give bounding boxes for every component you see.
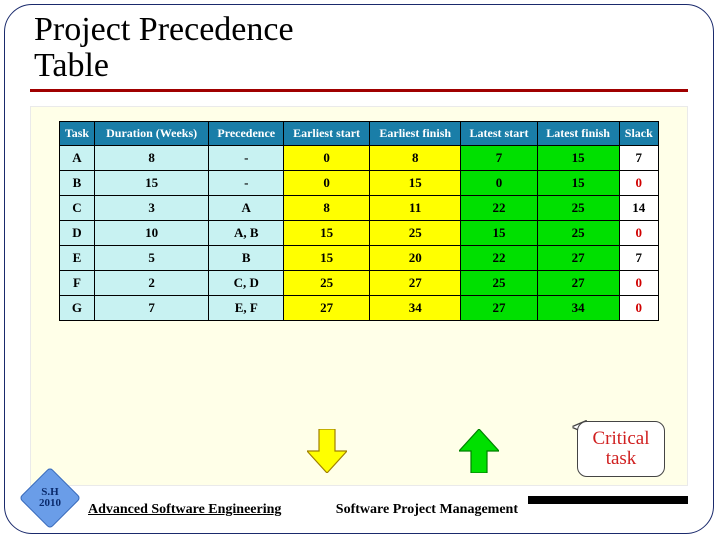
table-cell: 10 [94, 221, 208, 246]
table-row: C3A811222514 [60, 196, 659, 221]
footer-right: Software Project Management [336, 502, 518, 518]
table-cell: 25 [284, 271, 370, 296]
table-cell: 8 [284, 196, 370, 221]
col-header: Slack [619, 122, 658, 146]
table-cell: 0 [619, 221, 658, 246]
table-cell: D [60, 221, 95, 246]
table-cell: 0 [619, 271, 658, 296]
table-row: A8-087157 [60, 146, 659, 171]
table-header-row: TaskDuration (Weeks)PrecedenceEarliest s… [60, 122, 659, 146]
table-cell: 8 [369, 146, 460, 171]
badge-line2: 2010 [39, 497, 61, 509]
table-row: F2C, D252725270 [60, 271, 659, 296]
table-cell: 25 [537, 196, 619, 221]
table-cell: 27 [537, 246, 619, 271]
table-cell: B [60, 171, 95, 196]
table-row: B15-0150150 [60, 171, 659, 196]
green-up-arrow-icon [459, 429, 499, 473]
table-row: D10A, B152515250 [60, 221, 659, 246]
col-header: Task [60, 122, 95, 146]
table-header: TaskDuration (Weeks)PrecedenceEarliest s… [60, 122, 659, 146]
table-cell: 25 [369, 221, 460, 246]
title-rule [30, 89, 688, 92]
slide-footer: S.H 2010 Advanced Software Engineering S… [30, 492, 688, 518]
yellow-down-arrow-icon [307, 429, 347, 473]
table-cell: 0 [619, 296, 658, 321]
table-cell: 8 [94, 146, 208, 171]
table-cell: 22 [461, 196, 537, 221]
table-cell: - [209, 171, 284, 196]
page-title: Project Precedence Table [30, 10, 688, 87]
table-cell: A, B [209, 221, 284, 246]
table-cell: E, F [209, 296, 284, 321]
table-cell: 7 [619, 246, 658, 271]
title-line2: Table [34, 47, 109, 84]
table-cell: 15 [537, 146, 619, 171]
table-cell: 15 [284, 246, 370, 271]
table-cell: 27 [284, 296, 370, 321]
table-cell: 14 [619, 196, 658, 221]
col-header: Duration (Weeks) [94, 122, 208, 146]
table-cell: 5 [94, 246, 208, 271]
table-cell: F [60, 271, 95, 296]
table-cell: 34 [537, 296, 619, 321]
table-cell: 3 [94, 196, 208, 221]
table-cell: B [209, 246, 284, 271]
table-cell: 15 [369, 171, 460, 196]
slide-content: Project Precedence Table TaskDuration (W… [30, 10, 688, 528]
table-cell: 15 [284, 221, 370, 246]
critical-task-callout: Criticaltask [577, 421, 665, 477]
table-cell: C [60, 196, 95, 221]
table-cell: 15 [537, 171, 619, 196]
table-cell: 27 [461, 296, 537, 321]
table-cell: 0 [461, 171, 537, 196]
table-cell: 7 [94, 296, 208, 321]
table-cell: 15 [461, 221, 537, 246]
col-header: Precedence [209, 122, 284, 146]
table-cell: 0 [284, 171, 370, 196]
title-line1: Project Precedence [34, 11, 294, 48]
table-cell: 25 [537, 221, 619, 246]
table-cell: A [60, 146, 95, 171]
table-row: E5B152022277 [60, 246, 659, 271]
table-cell: 11 [369, 196, 460, 221]
table-cell: 27 [537, 271, 619, 296]
table-cell: 0 [619, 171, 658, 196]
table-cell: A [209, 196, 284, 221]
col-header: Earliest start [284, 122, 370, 146]
table-cell: 2 [94, 271, 208, 296]
table-cell: 34 [369, 296, 460, 321]
col-header: Latest start [461, 122, 537, 146]
table-body: A8-087157B15-0150150C3A811222514D10A, B1… [60, 146, 659, 321]
precedence-table: TaskDuration (Weeks)PrecedenceEarliest s… [59, 121, 659, 321]
table-cell: 27 [369, 271, 460, 296]
table-cell: E [60, 246, 95, 271]
table-cell: 0 [284, 146, 370, 171]
table-cell: 22 [461, 246, 537, 271]
table-cell: 20 [369, 246, 460, 271]
table-cell: - [209, 146, 284, 171]
table-cell: 7 [461, 146, 537, 171]
footer-bar [528, 496, 688, 504]
table-cell: G [60, 296, 95, 321]
table-cell: 7 [619, 146, 658, 171]
table-cell: 15 [94, 171, 208, 196]
col-header: Earliest finish [369, 122, 460, 146]
table-cell: 25 [461, 271, 537, 296]
col-header: Latest finish [537, 122, 619, 146]
footer-left: Advanced Software Engineering [88, 502, 281, 518]
table-area: TaskDuration (Weeks)PrecedenceEarliest s… [30, 106, 688, 486]
table-cell: C, D [209, 271, 284, 296]
badge-text: S.H 2010 [39, 487, 61, 509]
table-row: G7E, F273427340 [60, 296, 659, 321]
